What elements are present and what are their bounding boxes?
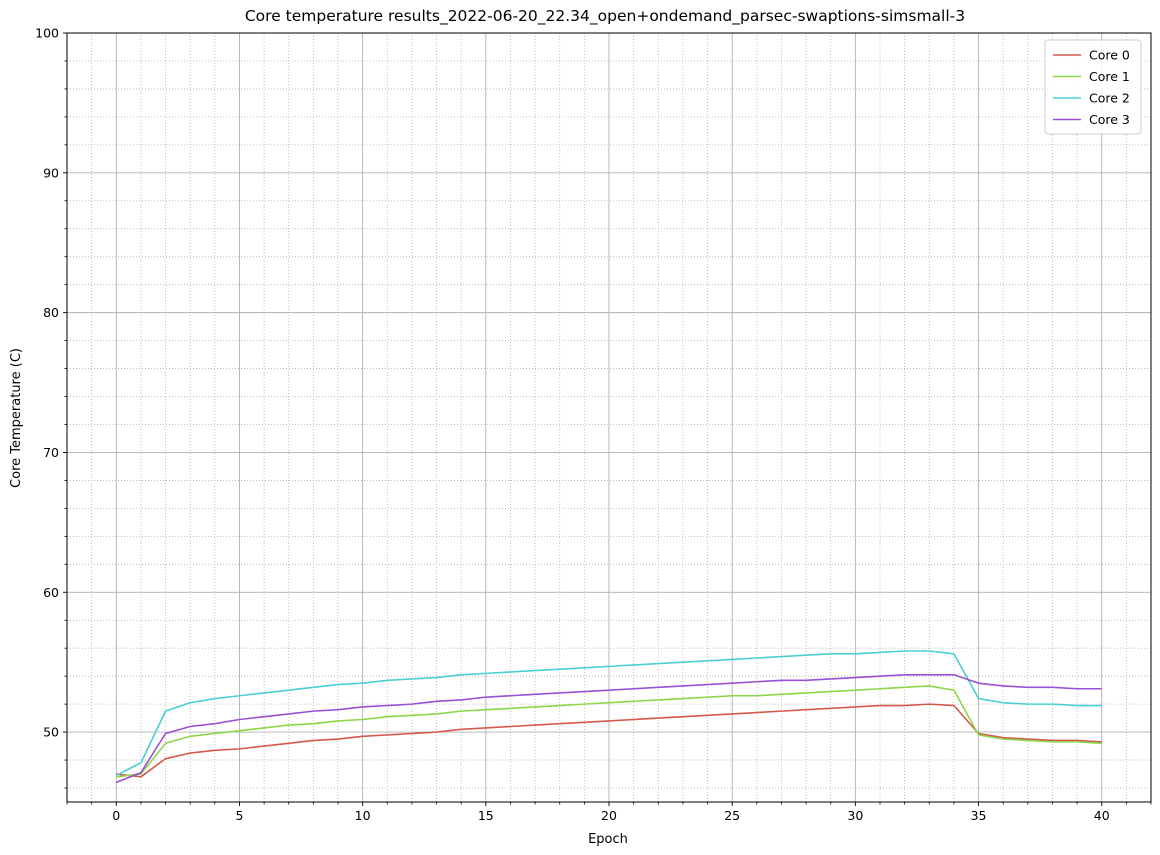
- y-tick-label: 50: [43, 725, 59, 740]
- x-tick-label: 35: [971, 808, 987, 823]
- x-tick-label: 15: [478, 808, 494, 823]
- series-line-core-3: [115, 673, 1102, 784]
- x-tick-label: 10: [355, 808, 371, 823]
- chart-title: Core temperature results_2022-06-20_22.3…: [245, 7, 965, 26]
- legend-entry-label: Core 0: [1089, 48, 1130, 63]
- y-tick-label: 60: [43, 585, 59, 600]
- legend-entry-label: Core 1: [1089, 69, 1130, 84]
- legend-box: [1044, 39, 1142, 135]
- legend-entry-label: Core 3: [1089, 112, 1130, 127]
- y-axis-label: Core Temperature (C): [9, 348, 24, 488]
- y-tick-label: 70: [43, 445, 59, 460]
- y-axis-ticks: 50 60 70 80 90 100: [35, 26, 67, 789]
- x-tick-label: 30: [847, 808, 863, 823]
- x-tick-label: 20: [601, 808, 617, 823]
- legend-entry-label: Core 2: [1089, 91, 1130, 106]
- x-tick-label: 5: [235, 808, 243, 823]
- series-layer: [115, 650, 1102, 784]
- x-tick-label: 40: [1094, 808, 1110, 823]
- y-tick-label: 100: [35, 26, 59, 41]
- y-tick-label: 90: [43, 165, 59, 180]
- series-line-core-1: [116, 685, 1102, 778]
- legend: Core 0 Core 1 Core 2 Core 3: [1044, 39, 1142, 135]
- x-axis-label: Epoch: [588, 832, 628, 847]
- x-axis-ticks: 0 5 10 15 20 25 30 35 40: [66, 802, 1152, 823]
- minor-grid: [66, 33, 1152, 802]
- x-tick-label: 25: [724, 808, 740, 823]
- y-tick-label: 80: [43, 305, 59, 320]
- x-tick-label: 0: [112, 808, 120, 823]
- series-line-core-2: [115, 650, 1102, 777]
- series-line-core-0: [116, 703, 1102, 778]
